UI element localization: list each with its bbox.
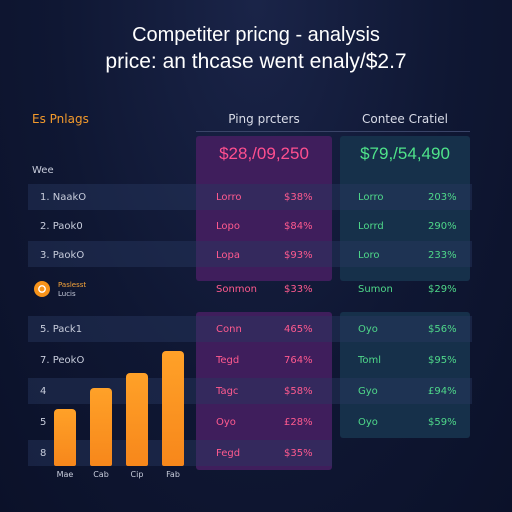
- chart-x-label: Cip: [130, 470, 144, 479]
- cell-right-value: 203%: [428, 192, 457, 203]
- summary-right-name: Sumon: [358, 284, 393, 295]
- table-row[interactable]: [28, 316, 472, 342]
- table-row[interactable]: [28, 241, 472, 267]
- cell-right-name: Lorro: [358, 192, 384, 203]
- page-title: Competiter pricng - analysis: [132, 24, 380, 46]
- cell-middle-name: Tegd: [216, 355, 240, 366]
- cell-middle-value: $38%: [284, 192, 313, 203]
- cell-right-name: Gyo: [358, 386, 378, 397]
- row-label: 8: [40, 448, 47, 459]
- cell-middle-value: $58%: [284, 386, 313, 397]
- cell-right-name: Loro: [358, 250, 380, 261]
- cell-right-value: £94%: [428, 386, 457, 397]
- cell-middle-value: $84%: [284, 221, 313, 232]
- badge-title: Paslesst: [58, 281, 87, 289]
- chart-x-label: Cab: [93, 470, 109, 479]
- chart-bar: [162, 351, 184, 466]
- badge-subtitle: Lucis: [58, 290, 76, 298]
- cell-right-name: Oyo: [358, 324, 378, 335]
- left-column-header: Es Pnlags: [32, 112, 89, 126]
- table-row[interactable]: [28, 184, 472, 210]
- cell-middle-name: Oyo: [216, 417, 236, 428]
- right-total: $79,/54,490: [360, 144, 450, 163]
- summary-right-value: $29%: [428, 284, 457, 295]
- chart-bar: [54, 409, 76, 466]
- cell-middle-name: Lorro: [216, 192, 242, 203]
- cell-right-value: $56%: [428, 324, 457, 335]
- right-column-header: Contee Cratiel: [361, 112, 449, 126]
- cell-right-value: 233%: [428, 250, 457, 261]
- right-panel-bottom: [340, 312, 470, 438]
- cell-middle-value: $93%: [284, 250, 313, 261]
- cell-middle-name: Lopo: [216, 221, 240, 232]
- chart-x-label: Mae: [56, 470, 74, 479]
- row-label: 5. Pack1: [40, 324, 83, 335]
- cell-middle-value: £28%: [284, 417, 313, 428]
- row-label: 3. PaokO: [40, 250, 85, 261]
- table-row[interactable]: [28, 212, 472, 238]
- summary-middle-value: $33%: [284, 284, 313, 295]
- cell-right-name: Toml: [358, 355, 382, 366]
- header-divider: [196, 131, 470, 132]
- cell-middle-name: Conn: [216, 324, 242, 335]
- cell-right-value: $95%: [428, 355, 457, 366]
- cell-middle-value: 764%: [284, 355, 313, 366]
- cell-right-name: Lorrd: [358, 221, 384, 232]
- coin-icon: [34, 281, 50, 297]
- row-label: 5: [40, 417, 47, 428]
- chart-bar: [126, 373, 148, 466]
- row-label: 4: [40, 386, 47, 397]
- cell-right-value: $59%: [428, 417, 457, 428]
- cell-middle-value: 465%: [284, 324, 313, 335]
- cell-right-name: Oyo: [358, 417, 378, 428]
- side-label: Wee: [32, 165, 54, 176]
- chart-x-label: Fab: [166, 470, 180, 479]
- bar-chart: Mae Cab Cip Fab: [48, 340, 188, 480]
- cell-middle-name: Lopa: [216, 250, 240, 261]
- chart-bar: [90, 388, 112, 466]
- cell-middle-name: Tagc: [216, 386, 239, 397]
- row-label: 1. NaakO: [40, 192, 87, 203]
- right-panel-top: [340, 136, 470, 281]
- page-subtitle: price: an thcase went enaly/$2.7: [105, 50, 407, 73]
- coin-badge: [34, 281, 50, 297]
- cell-right-value: 290%: [428, 221, 457, 232]
- row-label: 2. Paok0: [40, 221, 83, 232]
- middle-total: $28,/09,250: [219, 144, 309, 163]
- middle-panel-top: [196, 136, 332, 281]
- cell-middle-name: Fegd: [216, 448, 241, 459]
- summary-middle-name: Sonmon: [216, 284, 258, 295]
- row-label: 7. PeokO: [40, 355, 85, 366]
- cell-middle-value: $35%: [284, 448, 313, 459]
- middle-panel-bottom: [196, 312, 332, 470]
- middle-column-header: Ping prcters: [228, 112, 300, 126]
